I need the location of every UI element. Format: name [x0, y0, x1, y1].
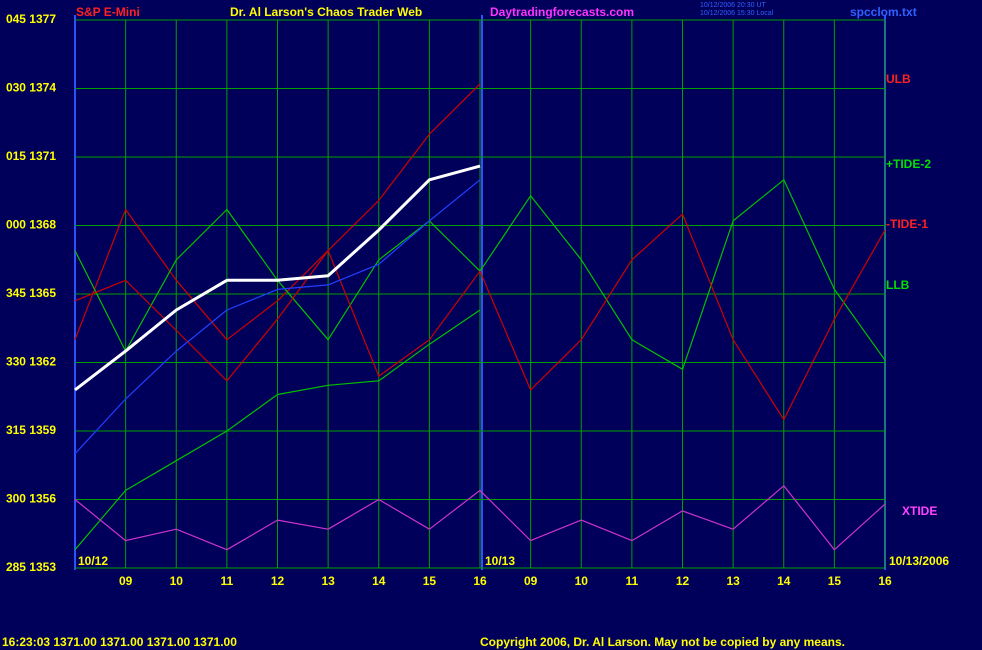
- copyright: Copyright 2006, Dr. Al Larson. May not b…: [480, 635, 845, 649]
- timestamp: 10/12/2006 20:30 UT: [700, 2, 766, 9]
- site: Daytradingforecasts.com: [490, 5, 634, 19]
- date-label: 10/13: [485, 554, 515, 568]
- x-tick-label: 13: [321, 574, 335, 588]
- x-tick-label: 12: [676, 574, 690, 588]
- x-tick-label: 11: [626, 574, 639, 588]
- date-label: 10/13/2006: [889, 554, 949, 568]
- series-line: [74, 309, 481, 551]
- x-tick-label: 09: [119, 574, 133, 588]
- x-tick-label: 12: [271, 574, 285, 588]
- x-tick-label: 10: [575, 574, 589, 588]
- x-tick-label: 14: [372, 574, 386, 588]
- x-tick-label: 11: [221, 574, 234, 588]
- x-tick-label: 10: [170, 574, 184, 588]
- average-line: [74, 179, 481, 455]
- y-tick-label: 045 1377: [6, 12, 56, 26]
- x-tick-label: 13: [726, 574, 740, 588]
- y-tick-label: 000 1368: [6, 218, 56, 232]
- price-line: [74, 164, 481, 392]
- timestamp: 10/12/2006 15:30 Local: [700, 10, 774, 17]
- status: 16:23:03 1371.00 1371.00 1371.00 1371.00: [2, 635, 237, 649]
- x-tick-label: 16: [473, 574, 487, 588]
- legend-label: XTIDE: [902, 504, 937, 518]
- x-tick-label: 15: [423, 574, 437, 588]
- y-tick-label: 300 1356: [6, 492, 56, 506]
- x-tick-label: 14: [777, 574, 791, 588]
- x-tick-label: 16: [878, 574, 892, 588]
- chart-title: Dr. Al Larson's Chaos Trader Web: [230, 5, 422, 19]
- y-tick-label: 345 1365: [6, 286, 56, 300]
- series-line: [74, 213, 886, 421]
- legend-label: +TIDE-2: [886, 157, 931, 171]
- series-line: [74, 83, 481, 341]
- x-tick-label: 09: [524, 574, 538, 588]
- subtitle: S&P E-Mini: [76, 5, 140, 19]
- legend-label: ULB: [886, 72, 911, 86]
- y-tick-label: 015 1371: [6, 149, 56, 163]
- y-tick-label: 030 1374: [6, 81, 56, 95]
- y-tick-label: 330 1362: [6, 355, 56, 369]
- legend-label: LLB: [886, 278, 910, 292]
- y-tick-label: 285 1353: [6, 560, 56, 574]
- series-line: [74, 485, 886, 551]
- file-name: spcclom.txt: [850, 5, 917, 19]
- date-label: 10/12: [78, 554, 108, 568]
- x-tick-label: 15: [828, 574, 842, 588]
- y-tick-label: 315 1359: [6, 423, 56, 437]
- legend-label: -TIDE-1: [886, 217, 928, 231]
